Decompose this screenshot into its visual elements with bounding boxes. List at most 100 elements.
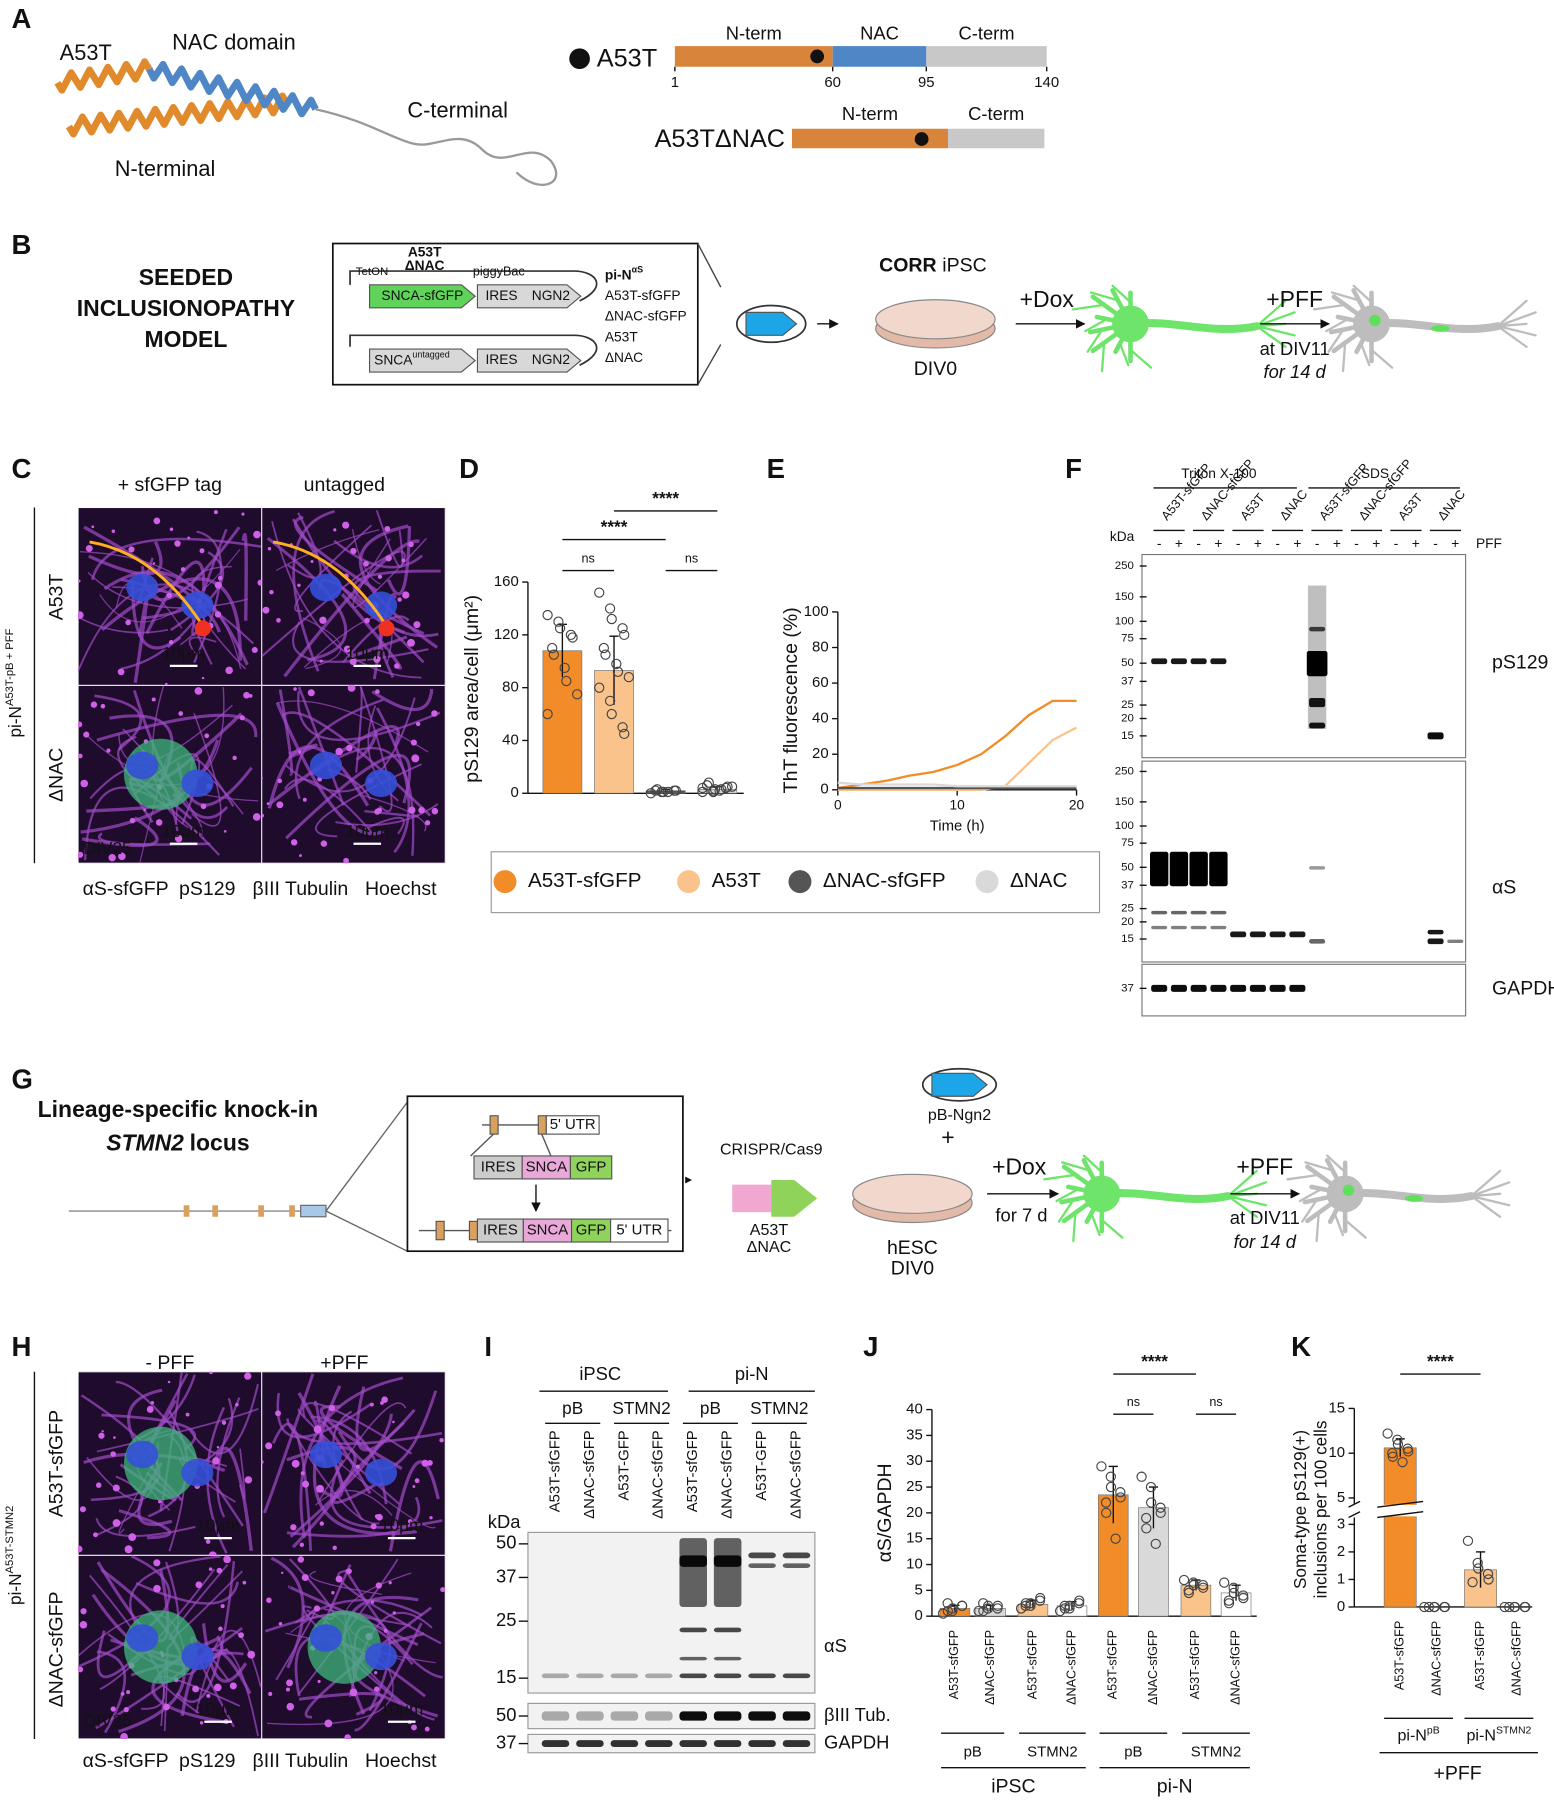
data-point xyxy=(658,786,669,798)
data-point xyxy=(1064,1600,1075,1612)
data-point xyxy=(604,695,616,707)
band xyxy=(748,1552,776,1559)
x-tick-label: A53T-sfGFP xyxy=(1106,1630,1120,1699)
band xyxy=(1249,931,1266,938)
data-point xyxy=(1025,1598,1036,1609)
ps129 xyxy=(89,540,208,633)
puncta xyxy=(421,1459,429,1467)
puncta xyxy=(261,776,263,780)
fiber xyxy=(96,713,258,742)
band xyxy=(1169,851,1189,887)
puncta xyxy=(174,834,183,843)
puncta xyxy=(212,1457,220,1465)
puncta xyxy=(267,547,272,551)
insert xyxy=(368,284,477,309)
label: SEEDED xyxy=(139,264,233,290)
fiber xyxy=(87,571,248,609)
puncta xyxy=(374,808,381,815)
puncta xyxy=(199,1721,204,1725)
label: SNCA xyxy=(527,1221,568,1238)
puncta xyxy=(205,1539,211,1544)
label: + xyxy=(1333,536,1341,551)
data-point xyxy=(1520,1601,1531,1613)
axis-break xyxy=(1348,1500,1361,1508)
puncta xyxy=(377,574,383,579)
puncta xyxy=(112,1484,120,1492)
puncta xyxy=(100,703,106,709)
panel-label: A xyxy=(11,3,31,34)
puncta xyxy=(297,1556,305,1563)
fiber xyxy=(285,697,416,793)
domain-segment xyxy=(791,128,949,149)
data-point xyxy=(992,1600,1003,1612)
puncta xyxy=(213,510,218,515)
fiber xyxy=(239,1448,246,1500)
y-tick-label: 100 xyxy=(804,603,829,620)
significance-label: **** xyxy=(652,488,679,508)
fiber xyxy=(320,1447,436,1529)
puncta xyxy=(85,544,93,552)
band xyxy=(1210,925,1227,930)
text-part: CORR xyxy=(879,255,936,277)
band xyxy=(1427,929,1444,935)
puncta xyxy=(324,1719,333,1728)
donor xyxy=(732,1184,772,1213)
puncta xyxy=(402,591,410,599)
dendrite xyxy=(1370,348,1394,369)
stain-label: pS129 xyxy=(179,1750,235,1772)
label: NGN2 xyxy=(532,288,570,303)
text-part: pi-N xyxy=(5,706,25,738)
label: + xyxy=(1451,536,1459,551)
ps129 xyxy=(378,620,395,637)
label: +PFF xyxy=(320,1352,368,1374)
label: NGN2 xyxy=(532,352,570,367)
puncta xyxy=(244,1476,253,1484)
puncta xyxy=(220,1604,225,1609)
label: piggyBac xyxy=(473,265,525,279)
plasmid-arrow xyxy=(745,311,798,336)
terminal xyxy=(1255,324,1296,337)
data-point xyxy=(1074,1595,1085,1606)
y-tick-label: 0 xyxy=(820,781,828,798)
band xyxy=(1269,984,1286,992)
label: pS129 xyxy=(1492,652,1548,674)
puncta xyxy=(411,1724,417,1731)
puncta xyxy=(424,820,431,826)
puncta xyxy=(269,589,274,595)
puncta xyxy=(302,797,307,802)
dendrite xyxy=(1072,1211,1077,1243)
data-point xyxy=(606,613,617,625)
data-point xyxy=(714,785,725,796)
marker-label: 25 xyxy=(1121,699,1134,711)
puncta xyxy=(95,1482,102,1488)
label: IRES xyxy=(481,1158,516,1175)
band xyxy=(1190,984,1207,992)
y-tick-label: 2 xyxy=(1337,1543,1345,1560)
terminal xyxy=(1496,299,1528,328)
data-point xyxy=(1483,1574,1494,1585)
fiber xyxy=(84,786,220,861)
data-point xyxy=(554,623,566,634)
band xyxy=(645,1711,673,1721)
data-point xyxy=(716,784,727,795)
puncta xyxy=(375,1582,382,1589)
puncta xyxy=(281,1571,284,1574)
data-point xyxy=(978,1605,989,1617)
terminal xyxy=(1496,322,1528,328)
puncta xyxy=(111,529,116,533)
data-point xyxy=(1228,1587,1239,1599)
fiber xyxy=(275,1607,318,1681)
marker-label: 20 xyxy=(1121,713,1134,725)
label: for 14 d xyxy=(1234,1231,1297,1252)
fiber xyxy=(129,1555,221,1624)
puncta xyxy=(278,1621,283,1626)
fiber xyxy=(315,1489,393,1516)
band xyxy=(748,1563,776,1568)
text-part: STMN2 xyxy=(1496,1726,1532,1737)
marker-label: 37 xyxy=(496,1565,516,1586)
band xyxy=(1309,626,1326,632)
label: ΔNAC-sfGFP xyxy=(46,1591,68,1707)
data-point xyxy=(606,708,617,720)
puncta xyxy=(78,851,84,858)
puncta xyxy=(369,1402,374,1407)
